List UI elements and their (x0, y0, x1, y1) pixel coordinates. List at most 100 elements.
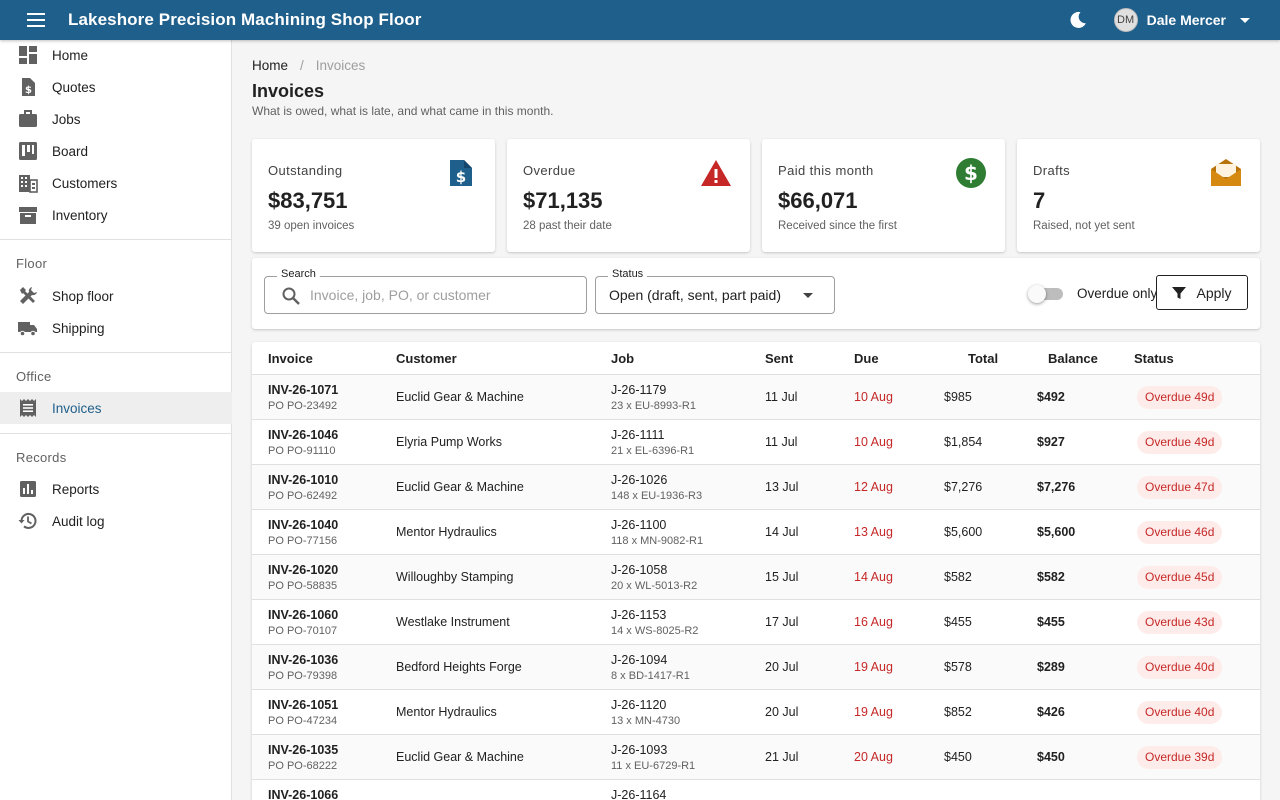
job-detail: 20 x WL-5013-R2 (611, 580, 698, 592)
col-balance[interactable]: Balance (1048, 351, 1098, 366)
sidebar-item-shop-floor[interactable]: Shop floor (0, 280, 232, 312)
briefcase-icon (19, 110, 37, 127)
card-caption: 28 past their date (523, 220, 612, 232)
invoice-number: INV-26-1060 (268, 608, 339, 622)
status-badge: Overdue 49d (1137, 431, 1223, 454)
col-status[interactable]: Status (1134, 351, 1174, 366)
invoice-number: INV-26-1066 (268, 788, 339, 800)
total-amount: $1,854 (944, 435, 983, 449)
sidebar-item-jobs[interactable]: Jobs (0, 103, 232, 135)
total-amount: $985 (944, 390, 972, 404)
main-content: Home / Invoices Invoices What is owed, w… (232, 40, 1280, 800)
table-row[interactable]: INV-26-1051 PO PO-47234 Mentor Hydraulics J… (252, 690, 1260, 735)
sent-date: 20 Jul (765, 705, 799, 719)
job-detail: 148 x EU-1936-R3 (611, 490, 703, 502)
sidebar-item-reports[interactable]: Reports (0, 473, 232, 505)
col-due[interactable]: Due (854, 351, 879, 366)
due-date: 14 Aug (854, 570, 893, 584)
job-detail: 23 x EU-8993-R1 (611, 400, 696, 412)
apply-label: Apply (1196, 284, 1232, 301)
total-amount: $455 (944, 615, 972, 629)
col-sent[interactable]: Sent (765, 351, 794, 366)
sidebar-item-board[interactable]: Board (0, 135, 232, 167)
col-invoice[interactable]: Invoice (268, 351, 313, 366)
job-detail: 8 x BD-1417-R1 (611, 670, 690, 682)
card-label: Outstanding (268, 163, 343, 178)
breadcrumb-home[interactable]: Home (252, 58, 289, 73)
invoice-dollar-icon: $ (450, 160, 472, 186)
user-menu[interactable]: DM Dale Mercer (1113, 8, 1250, 32)
table-row[interactable]: INV-26-1010 PO PO-62492 Euclid Gear & Mach… (252, 465, 1260, 510)
sidebar-item-shipping[interactable]: Shipping (0, 312, 232, 344)
sidebar-item-inventory[interactable]: Inventory (0, 199, 232, 231)
col-job[interactable]: Job (611, 351, 635, 366)
po-number: PO PO-47234 (268, 715, 338, 727)
job-detail: 11 x EU-6729-R1 (611, 760, 696, 772)
sidebar-item-label: Audit log (52, 513, 105, 529)
total-amount: $5,600 (944, 525, 983, 539)
svg-text:$: $ (25, 85, 32, 96)
search-field[interactable]: Search (264, 268, 587, 314)
due-date: 19 Aug (854, 705, 893, 719)
menu-icon[interactable] (24, 8, 48, 32)
sidebar-item-quotes[interactable]: $ Quotes (0, 71, 232, 103)
sidebar-item-customers[interactable]: Customers (0, 167, 232, 199)
sidebar-item-label: Inventory (52, 207, 108, 223)
dark-mode-icon[interactable] (1066, 8, 1090, 32)
sidebar-item-label: Board (52, 143, 89, 159)
job-number: J-26-1026 (611, 473, 668, 487)
table-row[interactable]: INV-26-1066 J-26-1164 (252, 780, 1260, 800)
svg-text:$: $ (964, 161, 978, 185)
quote-doc-icon: $ (22, 78, 35, 96)
col-total[interactable]: Total (968, 351, 999, 366)
sent-date: 20 Jul (765, 660, 799, 674)
sidebar: Home $ Quotes Jobs Board Customers Inven… (0, 40, 232, 800)
status-badge: Overdue 43d (1137, 611, 1223, 634)
table-row[interactable]: INV-26-1046 PO PO-91110 Elyria Pump Works J… (252, 420, 1260, 465)
table-row[interactable]: INV-26-1036 PO PO-79398 Bedford Heights Fo… (252, 645, 1260, 690)
job-number: J-26-1120 (611, 698, 667, 712)
sidebar-item-home[interactable]: Home (0, 39, 232, 71)
apply-button[interactable]: Apply (1156, 275, 1248, 310)
customer-name: Westlake Instrument (396, 615, 510, 629)
table-row[interactable]: INV-26-1060 PO PO-70107 Westlake Instrumen… (252, 600, 1260, 645)
search-input[interactable] (310, 285, 570, 305)
table-row[interactable]: INV-26-1071 PO PO-23492 Euclid Gear & Mach… (252, 375, 1260, 420)
svg-text:$: $ (456, 168, 466, 186)
sidebar-item-audit-log[interactable]: Audit log (0, 505, 232, 537)
invoice-number: INV-26-1036 (268, 653, 339, 667)
filter-bar: Search Status Open (draft, sent, part pa… (252, 258, 1260, 329)
total-amount: $582 (944, 570, 972, 584)
table-header: Invoice Customer Job Sent Due Total Bala… (252, 342, 1260, 375)
invoice-number: INV-26-1051 (268, 698, 339, 712)
receipt-icon (20, 399, 36, 417)
customer-name: Bedford Heights Forge (396, 660, 522, 674)
customer-name: Mentor Hydraulics (396, 705, 497, 719)
sidebar-item-invoices[interactable]: Invoices (0, 392, 232, 424)
table-row[interactable]: INV-26-1035 PO PO-68222 Euclid Gear & Mach… (252, 735, 1260, 780)
divider (0, 239, 232, 240)
card-value: 7 (1033, 188, 1046, 213)
overdue-only-toggle[interactable] (1028, 285, 1064, 303)
job-number: J-26-1093 (611, 743, 668, 757)
due-date: 10 Aug (854, 435, 893, 449)
status-select[interactable]: Status Open (draft, sent, part paid) (595, 268, 835, 314)
customer-name: Mentor Hydraulics (396, 525, 497, 539)
po-number: PO PO-77156 (268, 535, 338, 547)
job-number: J-26-1100 (611, 518, 667, 532)
sent-date: 21 Jul (765, 750, 799, 764)
envelope-open-icon (1211, 159, 1241, 186)
app-title: Lakeshore Precision Machining Shop Floor (68, 10, 422, 29)
invoice-number: INV-26-1071 (268, 383, 339, 397)
table-row[interactable]: INV-26-1040 PO PO-77156 Mentor Hydraulics J… (252, 510, 1260, 555)
summary-cards: Outstanding $83,751 39 open invoices $ O… (252, 139, 1260, 252)
balance-amount: $7,276 (1037, 480, 1076, 494)
chevron-down-icon (1240, 17, 1250, 23)
section-floor: Floor (16, 256, 48, 271)
col-customer[interactable]: Customer (396, 351, 457, 366)
balance-amount: $492 (1037, 390, 1065, 404)
job-number: J-26-1058 (611, 563, 668, 577)
invoice-number: INV-26-1010 (268, 473, 339, 487)
avatar: DM (1113, 8, 1138, 32)
table-row[interactable]: INV-26-1020 PO PO-58835 Willoughby Stampin… (252, 555, 1260, 600)
